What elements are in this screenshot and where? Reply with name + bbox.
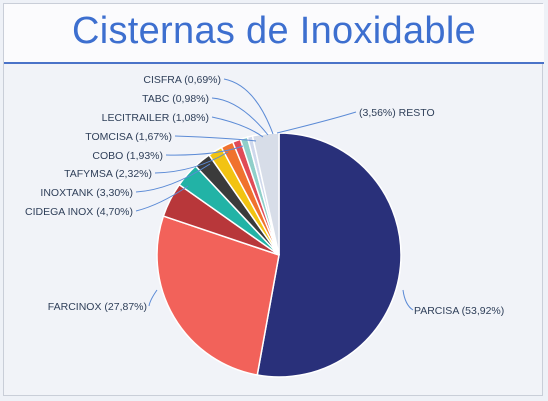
slice-labels: PARCISA (53,92%) FARCINOX (27,87%) CIDEGA …	[25, 74, 504, 317]
leader-line-cobo	[165, 145, 244, 156]
slice-label-farcinox: FARCINOX (27,87%)	[48, 301, 147, 313]
pie-slice-parcisa	[256, 132, 402, 378]
slice-label-inoxtank: INOXTANK (3,30%)	[40, 187, 133, 199]
slice-label-resto: (3,56%) RESTO	[359, 107, 435, 119]
leader-lines	[135, 78, 414, 311]
pie-slices	[156, 132, 402, 378]
pie-slice-farcinox	[156, 215, 280, 376]
slice-label-parcisa: PARCISA (53,92%)	[414, 305, 504, 317]
leader-line-tabc	[211, 97, 269, 136]
leader-line-farcinox	[148, 289, 158, 307]
chart-title: Cisternas de Inoxidable	[71, 10, 477, 52]
slice-label-lecitrailer: LECITRAILER (1,08%)	[102, 112, 209, 124]
leader-line-inoxtank	[135, 163, 211, 193]
leader-line-cidega-inox	[135, 185, 189, 212]
title-band: Cisternas de Inoxidable	[4, 4, 544, 64]
slice-label-cidega-inox: CIDEGA INOX (4,70%)	[25, 206, 133, 218]
slice-label-cobo: COBO (1,93%)	[92, 150, 163, 162]
leader-line-lecitrailer	[211, 116, 264, 138]
slice-label-tafymsa: TAFYMSA (2,32%)	[64, 168, 152, 180]
leader-line-tomcisa	[174, 135, 257, 142]
leader-line-resto	[276, 111, 357, 134]
leader-line-parcisa	[402, 289, 414, 311]
slice-label-tabc: TABC (0,98%)	[142, 93, 209, 105]
leader-line-cisfra	[223, 78, 274, 135]
leader-line-tafymsa	[154, 151, 229, 174]
slice-label-cisfra: CISFRA (0,69%)	[143, 74, 221, 86]
slice-label-tomcisa: TOMCISA (1,67%)	[85, 131, 172, 143]
